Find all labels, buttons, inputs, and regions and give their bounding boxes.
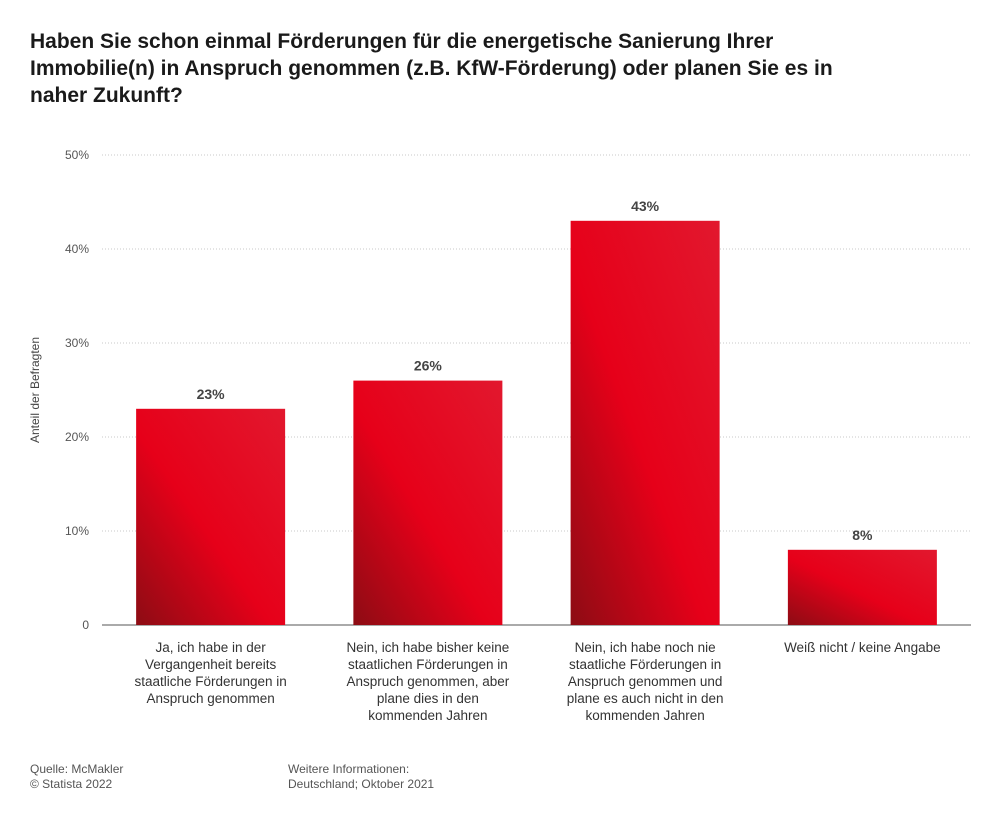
x-tick-label-line: Anspruch genommen, aber (346, 674, 509, 689)
x-tick-label-line: Nein, ich habe bisher keine (346, 640, 509, 655)
x-tick-label-line: Weiß nicht / keine Angabe (784, 640, 941, 655)
info-block: Weitere Informationen: Deutschland; Okto… (288, 762, 434, 792)
x-tick-label-line: plane es auch nicht in den (567, 691, 724, 706)
x-tick-label-line: Ja, ich habe in der (155, 640, 266, 655)
bar (570, 220, 720, 626)
x-tick-label-line: kommenden Jahren (368, 708, 487, 723)
x-tick-label-line: Vergangenheit bereits (145, 657, 277, 672)
x-tick-label-line: Anspruch genommen und (568, 674, 723, 689)
x-tick-label-line: Nein, ich habe noch nie (575, 640, 716, 655)
y-tick-label: 10% (65, 524, 89, 538)
bars: 23% 26% 43% 8% (136, 198, 937, 626)
y-axis-label: Anteil der Befragten (28, 337, 42, 443)
x-axis: Ja, ich habe in der Vergangenheit bereits… (134, 640, 940, 723)
source-label: Quelle: McMakler (30, 762, 124, 776)
copyright: © Statista 2022 (30, 777, 113, 791)
bar (353, 380, 503, 625)
bar (136, 408, 286, 625)
x-tick-label-line: plane dies in den (377, 691, 479, 706)
bar-chart: 0 10% 20% 30% 40% 50% Anteil der Befragten 23… (28, 148, 971, 723)
y-tick-label: 40% (65, 242, 89, 256)
x-tick-label-line: kommenden Jahren (585, 708, 704, 723)
x-tick-label: Nein, ich habe bisher keine staatlichen F… (346, 640, 509, 723)
chart-title: Haben Sie schon einmal Förderungen für d… (30, 30, 833, 107)
y-tick-label: 0 (82, 618, 89, 632)
x-tick-label-line: staatliche Förderungen in (134, 674, 286, 689)
info-label: Weitere Informationen: (288, 762, 410, 776)
x-tick-label-line: staatlichen Förderungen in (348, 657, 508, 672)
data-label: 8% (852, 527, 873, 543)
x-tick-label-line: Anspruch genommen (146, 691, 274, 706)
y-tick-label: 20% (65, 430, 89, 444)
x-tick-label: Nein, ich habe noch nie staatliche Förder… (567, 640, 724, 723)
y-axis: 0 10% 20% 30% 40% 50% (65, 148, 89, 632)
data-label: 26% (414, 358, 443, 374)
y-tick-label: 50% (65, 148, 89, 162)
y-tick-label: 30% (65, 336, 89, 350)
data-label: 43% (631, 198, 660, 214)
x-tick-label: Weiß nicht / keine Angabe (784, 640, 941, 655)
source-block: Quelle: McMakler © Statista 2022 (30, 762, 123, 792)
x-tick-label-line: staatliche Förderungen in (569, 657, 721, 672)
info-value: Deutschland; Oktober 2021 (288, 777, 435, 791)
x-tick-label: Ja, ich habe in der Vergangenheit bereits… (134, 640, 286, 706)
bar (787, 549, 937, 625)
data-label: 23% (197, 386, 226, 402)
